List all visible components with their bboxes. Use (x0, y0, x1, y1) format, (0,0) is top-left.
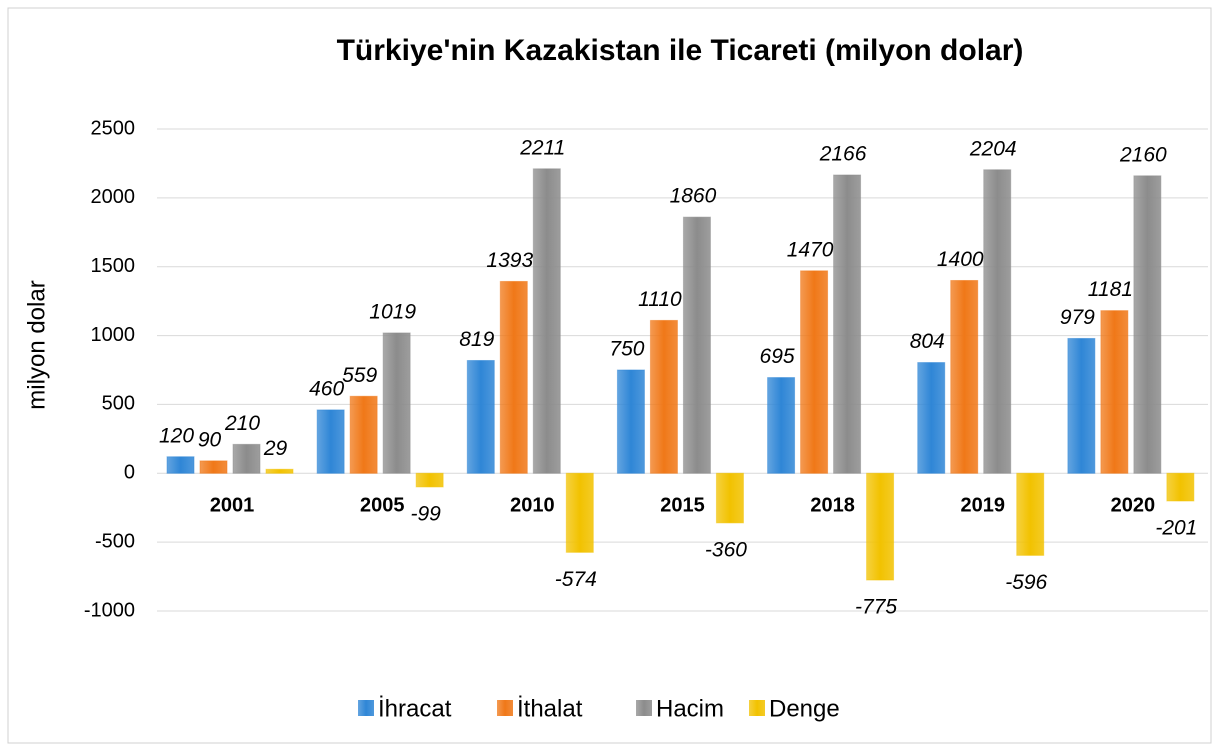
bar (917, 362, 946, 474)
bar (682, 216, 711, 474)
bar (1016, 472, 1045, 556)
data-label: 2211 (519, 136, 565, 159)
data-label: 2204 (969, 137, 1017, 160)
bar (1133, 175, 1162, 474)
data-label: -775 (855, 596, 897, 619)
legend-label: Denge (769, 695, 840, 722)
x-tick-label: 2020 (1111, 495, 1156, 517)
y-tick-label: -500 (95, 530, 135, 552)
bar (616, 369, 645, 474)
chart-border (7, 7, 1212, 744)
data-label: 1110 (638, 288, 682, 311)
legend-swatch (636, 700, 652, 716)
bar (715, 472, 744, 524)
y-tick-label: 1000 (91, 324, 136, 346)
x-tick-label: 2018 (810, 495, 855, 517)
data-label: -201 (1155, 517, 1197, 540)
y-tick-label: 1500 (91, 255, 136, 277)
data-label: 210 (224, 412, 260, 435)
legend-swatch (358, 700, 374, 716)
data-label: 1019 (369, 301, 416, 324)
data-label: 804 (910, 330, 945, 353)
bar (983, 169, 1012, 474)
x-tick-label: 2010 (510, 495, 555, 517)
bar (565, 472, 594, 553)
y-axis-label: milyon dolar (23, 280, 50, 409)
legend-label: Hacim (656, 695, 724, 722)
y-tick-label: 2000 (91, 186, 136, 208)
legend-label: İthalat (517, 695, 583, 722)
x-tick-label: 2019 (961, 495, 1006, 517)
bar (265, 468, 294, 474)
bar (950, 279, 979, 474)
data-label: 695 (760, 345, 795, 368)
bar (199, 460, 228, 474)
y-tick-label: 2500 (91, 117, 136, 139)
data-label: 1181 (1088, 278, 1133, 301)
y-tick-label: 500 (102, 393, 135, 415)
data-label: 1470 (787, 238, 834, 261)
data-label: 819 (459, 328, 494, 351)
data-label: 90 (198, 428, 222, 451)
bar (415, 472, 444, 488)
data-label: 979 (1060, 306, 1095, 329)
data-label: 29 (263, 437, 288, 460)
bar (767, 377, 796, 474)
bar (349, 395, 378, 474)
x-tick-label: 2015 (660, 495, 705, 517)
bar (316, 409, 345, 474)
bar (166, 456, 195, 474)
bar (1067, 337, 1096, 474)
data-label: 2166 (819, 143, 867, 166)
bar (1166, 472, 1195, 502)
legend-swatch (749, 700, 765, 716)
data-label: 559 (342, 364, 377, 387)
data-label: 460 (309, 377, 344, 400)
data-label: -99 (410, 502, 441, 525)
bar (382, 332, 411, 474)
bar (866, 472, 895, 581)
bar (649, 319, 678, 474)
x-tick-label: 2001 (210, 495, 255, 517)
data-label: 1393 (486, 249, 533, 272)
chart-title: Türkiye'nin Kazakistan ile Ticareti (mil… (337, 34, 1024, 67)
bar (833, 174, 862, 474)
data-label: 2160 (1119, 143, 1167, 166)
data-label: 120 (159, 424, 194, 447)
bar (499, 280, 528, 474)
data-label: 1860 (670, 185, 717, 208)
bar (532, 168, 561, 474)
data-label: -574 (555, 568, 597, 591)
data-label: 1400 (937, 248, 984, 271)
y-tick-label: -1000 (84, 599, 135, 621)
legend-swatch (497, 700, 513, 716)
bar (232, 443, 261, 474)
data-label: -596 (1005, 571, 1047, 594)
data-label: -360 (705, 538, 747, 561)
x-tick-label: 2005 (360, 495, 405, 517)
data-label: 750 (609, 338, 644, 361)
y-tick-label: 0 (124, 462, 135, 484)
bar (466, 359, 495, 474)
bar (1100, 310, 1129, 474)
legend-label: İhracat (378, 695, 452, 722)
bar (800, 270, 829, 474)
